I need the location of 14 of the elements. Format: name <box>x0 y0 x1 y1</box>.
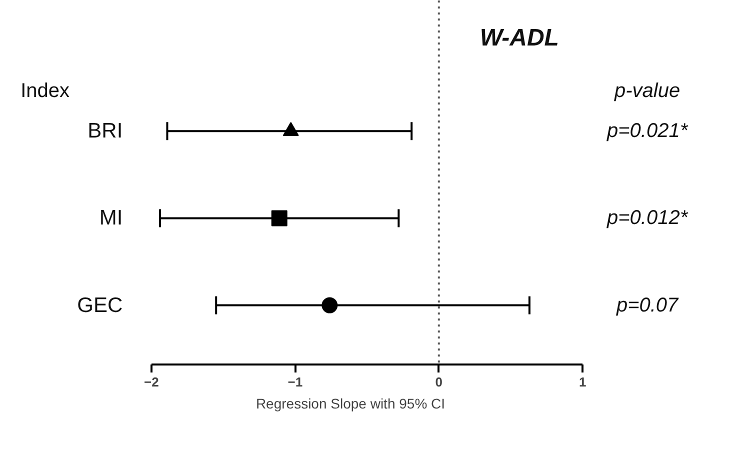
text: p-value <box>614 80 680 102</box>
text: p=0.07 <box>615 294 680 316</box>
y-tick-label: BRI <box>88 120 123 143</box>
text: p=0.021* <box>606 120 689 142</box>
y-tick-label: GEC <box>77 294 123 317</box>
y-tick-label: MI <box>99 206 123 230</box>
x-tick-label: −2 <box>144 374 159 390</box>
text: p=0.012* <box>606 207 689 230</box>
y-axis-title: Index <box>20 80 70 102</box>
x-tick-label: −1 <box>288 374 303 390</box>
x-axis-title: Regression Slope with 95% CI <box>256 396 446 412</box>
x-tick-label: 0 <box>435 374 443 390</box>
x-tick-label: 1 <box>579 374 586 390</box>
chart-title: W-ADL <box>480 24 559 52</box>
